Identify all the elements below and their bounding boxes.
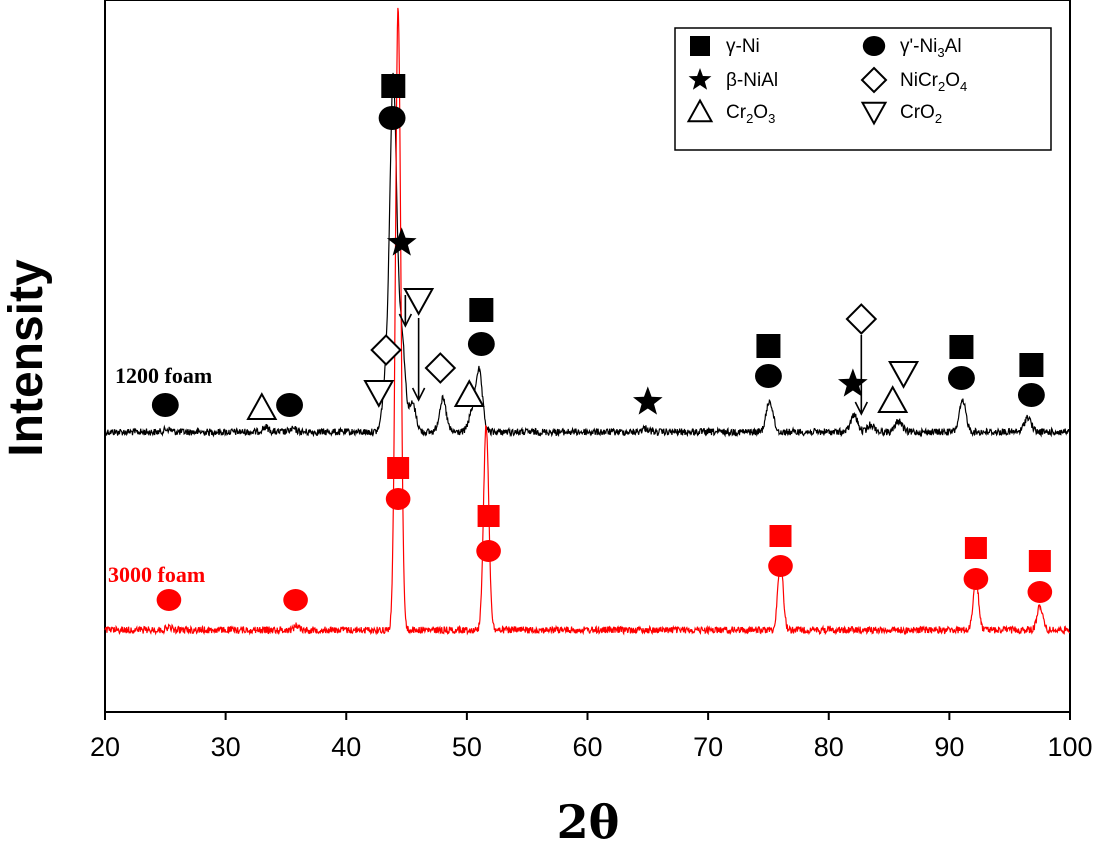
series-line-1 [104, 7, 1071, 636]
marker-1-9-square [964, 537, 987, 559]
marker-0-22-circle [1017, 383, 1045, 407]
arrow-0 [411, 318, 426, 402]
legend-label-5: CrO2 [900, 102, 942, 126]
legend-symbol-diamond [860, 66, 888, 94]
marker-1-2-circle [385, 488, 411, 510]
legend-label-4: Cr2O3 [726, 102, 775, 126]
marker-1-7-square [769, 525, 792, 547]
marker-1-11-square [1028, 550, 1051, 572]
y-axis-label: Intensity [0, 259, 53, 457]
marker-0-5-circle [378, 106, 406, 130]
x-tick-label-90: 90 [934, 732, 964, 762]
legend-symbol-triangle-down [860, 101, 888, 126]
legend-items: γ-Ni γ'-Ni3Al β-NiAl NiCr2O4 Cr2O3 CrO2 [686, 36, 967, 126]
marker-1-10-circle [1027, 581, 1053, 603]
x-tick-label-80: 80 [814, 732, 844, 762]
marker-0-10-triangle [453, 379, 485, 408]
arrow-1 [398, 295, 413, 328]
x-axis-label: 2θ [557, 795, 620, 849]
marker-0-0-circle [151, 393, 179, 417]
x-tick-label-20: 20 [90, 732, 120, 762]
marker-0-13-star [633, 386, 663, 415]
marker-1-0-circle [156, 589, 182, 611]
x-tick-label-70: 70 [693, 732, 723, 762]
marker-0-2-circle [276, 393, 303, 417]
marker-0-1-triangle [246, 392, 278, 421]
legend-label-2: β-NiAl [726, 70, 778, 91]
marker-0-21-square [949, 335, 974, 359]
marker-0-14-circle [754, 364, 782, 388]
marker-0-11-circle [467, 332, 495, 356]
legend-symbol-triangle [686, 98, 714, 123]
marker-1-5-square [477, 505, 500, 527]
marker-0-20-circle [947, 366, 975, 390]
marker-1-4-circle [476, 540, 501, 562]
legend-label-3: NiCr2O4 [900, 70, 967, 94]
marker-0-19-triangle-down [888, 360, 920, 389]
x-tick-label-30: 30 [211, 732, 241, 762]
legend-symbol-square [690, 36, 710, 56]
arrow-2 [854, 335, 869, 416]
series-layer [104, 7, 1071, 636]
legend-label-0: γ-Ni [726, 36, 760, 57]
marker-1-8-circle [963, 568, 989, 590]
annotation-arrows [398, 295, 869, 416]
legend-label-1: γ'-Ni3Al [900, 36, 962, 60]
marker-0-7-star [386, 227, 417, 256]
legend-symbol-circle [862, 36, 886, 56]
marker-1-1-circle [283, 589, 308, 611]
x-tick-label-40: 40 [331, 732, 361, 762]
legend: γ-Ni γ'-Ni3Al β-NiAl NiCr2O4 Cr2O3 CrO2 [674, 27, 1052, 151]
marker-0-4-diamond [370, 334, 402, 366]
x-tick-label-50: 50 [452, 732, 482, 762]
phase-markers [151, 74, 1053, 611]
marker-0-17-diamond [845, 303, 878, 335]
series-label-1200: 1200 foam [115, 363, 212, 388]
legend-symbol-star [688, 68, 712, 90]
marker-0-6-square [381, 74, 406, 98]
marker-1-6-circle [768, 555, 793, 577]
x-tick-label-60: 60 [572, 732, 602, 762]
marker-0-9-diamond [424, 352, 457, 384]
series-label-3000: 3000 foam [108, 562, 205, 587]
series-line-0 [104, 72, 1071, 438]
marker-0-16-star [838, 368, 868, 397]
marker-0-3-triangle-down [363, 379, 395, 408]
marker-0-8-triangle-down [403, 287, 435, 316]
marker-0-18-triangle [877, 385, 909, 414]
x-axis-ticks: 20 30 40 50 60 70 80 90 100 [90, 712, 1093, 762]
marker-0-23-square [1019, 353, 1044, 377]
legend-box [674, 27, 1052, 151]
x-tick-label-100: 100 [1047, 732, 1092, 762]
marker-0-15-square [756, 334, 781, 358]
marker-0-12-square [469, 298, 494, 322]
marker-1-3-square [387, 457, 410, 479]
